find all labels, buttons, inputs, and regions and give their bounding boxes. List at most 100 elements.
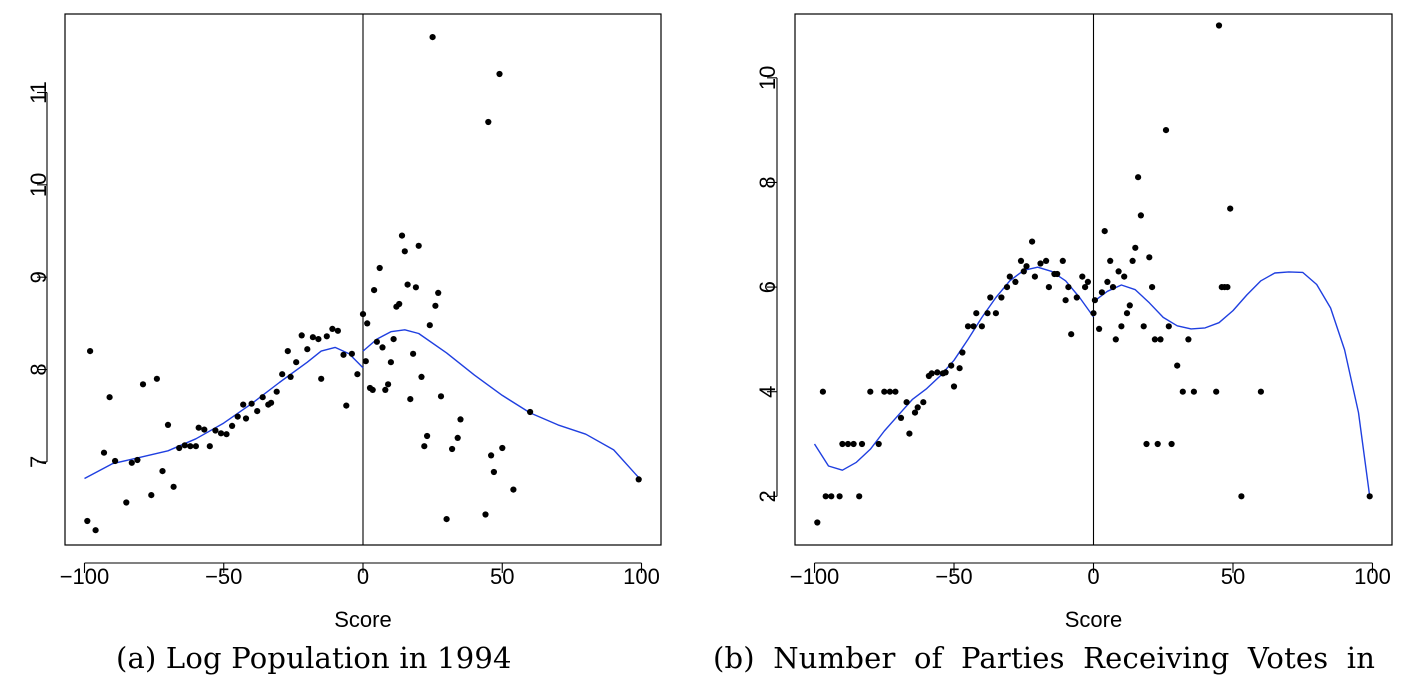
data-point xyxy=(1082,284,1089,291)
data-point xyxy=(424,432,431,440)
data-point xyxy=(217,430,225,437)
data-point xyxy=(1179,388,1186,395)
data-point xyxy=(410,350,417,357)
data-point xyxy=(897,414,905,421)
data-point xyxy=(376,264,383,272)
data-point xyxy=(153,375,160,382)
fit-curve-left xyxy=(84,346,364,480)
data-point xyxy=(1062,297,1069,304)
data-point xyxy=(396,300,403,308)
data-point xyxy=(248,400,255,407)
data-point xyxy=(892,388,899,395)
data-point xyxy=(1065,284,1072,291)
x-tick-label: 100 xyxy=(1354,564,1391,589)
data-point xyxy=(992,310,1000,317)
y-tick-label: 9 xyxy=(26,271,51,283)
data-point xyxy=(421,443,428,450)
data-point xyxy=(181,442,188,449)
x-tick-label: −50 xyxy=(935,564,972,589)
data-point xyxy=(1129,257,1136,264)
data-point xyxy=(928,370,935,377)
data-point xyxy=(1257,388,1264,395)
data-point xyxy=(254,408,261,415)
fit-curve-right xyxy=(1093,271,1371,497)
data-point xyxy=(304,346,311,353)
data-point xyxy=(948,362,955,369)
data-point xyxy=(1084,278,1091,285)
fit-curve-left xyxy=(813,266,1095,471)
data-point xyxy=(359,311,367,318)
data-point xyxy=(454,434,461,441)
data-point xyxy=(1045,284,1052,291)
data-point xyxy=(814,519,821,526)
data-point xyxy=(348,350,355,357)
data-point xyxy=(106,394,113,401)
data-point xyxy=(496,70,503,78)
y-tick-label: 11 xyxy=(26,81,51,104)
data-point xyxy=(987,294,994,301)
data-point xyxy=(242,415,250,422)
data-point xyxy=(942,369,949,376)
data-point xyxy=(482,511,489,518)
x-tick-label: 50 xyxy=(1221,564,1245,589)
y-tick-label: 8 xyxy=(755,176,780,188)
data-point xyxy=(340,351,347,358)
data-point xyxy=(978,323,986,330)
data-point xyxy=(1020,268,1027,275)
data-point xyxy=(1115,268,1122,275)
data-point xyxy=(148,492,155,499)
x-tick-label: −50 xyxy=(205,564,242,589)
data-point xyxy=(867,388,874,395)
data-point xyxy=(1137,212,1144,219)
y-tick-label: 8 xyxy=(26,363,51,375)
data-point xyxy=(134,456,141,464)
data-point xyxy=(371,287,378,294)
data-point xyxy=(443,516,450,523)
data-point xyxy=(527,408,534,416)
data-point xyxy=(1157,336,1164,343)
data-point xyxy=(858,440,866,448)
data-point xyxy=(176,444,183,452)
data-point xyxy=(850,440,857,448)
data-point xyxy=(412,284,419,291)
data-point xyxy=(1096,325,1103,332)
data-point xyxy=(240,401,247,408)
data-point xyxy=(1029,238,1036,245)
data-point xyxy=(1037,260,1044,267)
data-point xyxy=(934,369,941,376)
data-point xyxy=(1165,323,1172,330)
data-point xyxy=(1135,174,1142,181)
data-point xyxy=(1017,257,1025,264)
data-point xyxy=(1091,297,1098,304)
data-point xyxy=(279,371,286,378)
y-tick-label: 10 xyxy=(755,66,780,90)
y-tick-label: 10 xyxy=(26,173,51,197)
data-point xyxy=(1151,336,1158,343)
data-point xyxy=(123,499,130,506)
data-point xyxy=(1143,440,1150,448)
data-point xyxy=(407,396,414,403)
data-point xyxy=(836,493,843,500)
data-point xyxy=(379,344,386,351)
data-point xyxy=(92,527,99,534)
data-point xyxy=(1238,493,1245,500)
y-tick-label: 6 xyxy=(755,281,780,293)
data-point xyxy=(100,449,108,456)
data-point xyxy=(415,242,422,249)
data-point xyxy=(170,483,177,490)
data-point xyxy=(1132,244,1139,251)
data-point xyxy=(1104,278,1111,285)
data-point xyxy=(1118,323,1125,330)
data-point xyxy=(1366,493,1373,500)
data-point xyxy=(401,248,408,255)
data-point xyxy=(159,468,166,475)
data-point xyxy=(1215,22,1223,29)
data-point xyxy=(1213,388,1220,395)
fit-curve-right xyxy=(362,329,640,479)
data-point xyxy=(195,424,202,431)
data-point xyxy=(1101,228,1108,235)
data-point xyxy=(510,486,517,493)
x-tick-label: 100 xyxy=(623,564,660,589)
data-point xyxy=(287,373,294,380)
data-point xyxy=(418,373,425,380)
